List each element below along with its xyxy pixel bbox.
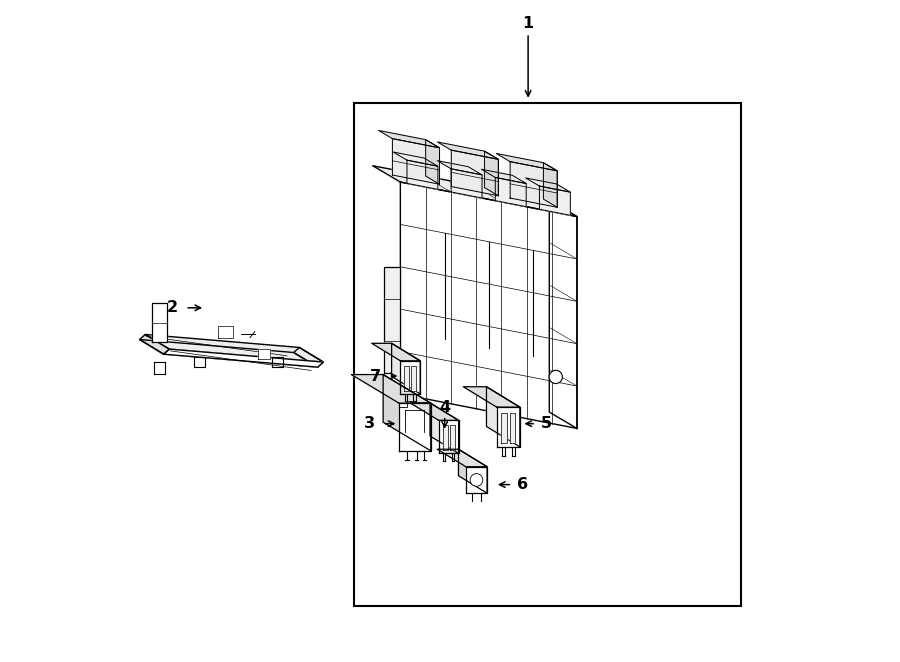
Polygon shape (392, 344, 420, 394)
Text: 5: 5 (540, 416, 552, 431)
Polygon shape (407, 160, 438, 189)
Polygon shape (410, 403, 459, 420)
Polygon shape (426, 140, 439, 184)
Polygon shape (411, 366, 417, 391)
Polygon shape (443, 426, 447, 450)
Polygon shape (219, 326, 233, 338)
Polygon shape (501, 413, 507, 443)
Polygon shape (438, 420, 459, 453)
Polygon shape (458, 449, 487, 493)
Polygon shape (400, 361, 420, 394)
Polygon shape (164, 349, 323, 367)
Polygon shape (404, 366, 410, 391)
Polygon shape (549, 201, 577, 428)
Circle shape (470, 473, 482, 487)
Polygon shape (392, 138, 439, 184)
Polygon shape (451, 150, 499, 196)
Polygon shape (145, 334, 323, 362)
Polygon shape (482, 169, 526, 183)
Polygon shape (497, 407, 520, 447)
Polygon shape (373, 166, 577, 216)
Polygon shape (437, 142, 499, 160)
Polygon shape (140, 334, 169, 354)
Polygon shape (495, 177, 526, 207)
Text: 2: 2 (166, 301, 177, 315)
Bar (354, 103, 742, 606)
Text: 6: 6 (518, 477, 528, 492)
Text: 7: 7 (370, 369, 381, 383)
Polygon shape (379, 130, 439, 148)
Polygon shape (484, 151, 499, 196)
Polygon shape (496, 154, 557, 171)
Circle shape (549, 370, 562, 383)
Polygon shape (487, 387, 520, 447)
Polygon shape (437, 161, 482, 175)
Text: 1: 1 (523, 16, 534, 30)
Polygon shape (544, 163, 557, 207)
Polygon shape (399, 403, 431, 451)
Polygon shape (393, 152, 438, 166)
Polygon shape (450, 426, 454, 450)
Polygon shape (510, 162, 557, 207)
Text: 4: 4 (439, 400, 450, 414)
Text: 3: 3 (364, 416, 374, 431)
Polygon shape (372, 344, 420, 361)
Polygon shape (464, 387, 520, 407)
Polygon shape (293, 348, 323, 367)
Polygon shape (140, 340, 318, 367)
Polygon shape (258, 349, 270, 359)
Polygon shape (509, 413, 516, 443)
Polygon shape (383, 267, 400, 373)
Polygon shape (383, 375, 431, 451)
Polygon shape (437, 449, 487, 467)
Polygon shape (466, 467, 487, 493)
Polygon shape (526, 178, 571, 192)
Polygon shape (539, 186, 571, 215)
Polygon shape (351, 375, 431, 403)
Polygon shape (400, 182, 577, 428)
Polygon shape (430, 403, 459, 453)
Polygon shape (451, 169, 482, 198)
Polygon shape (152, 303, 167, 342)
